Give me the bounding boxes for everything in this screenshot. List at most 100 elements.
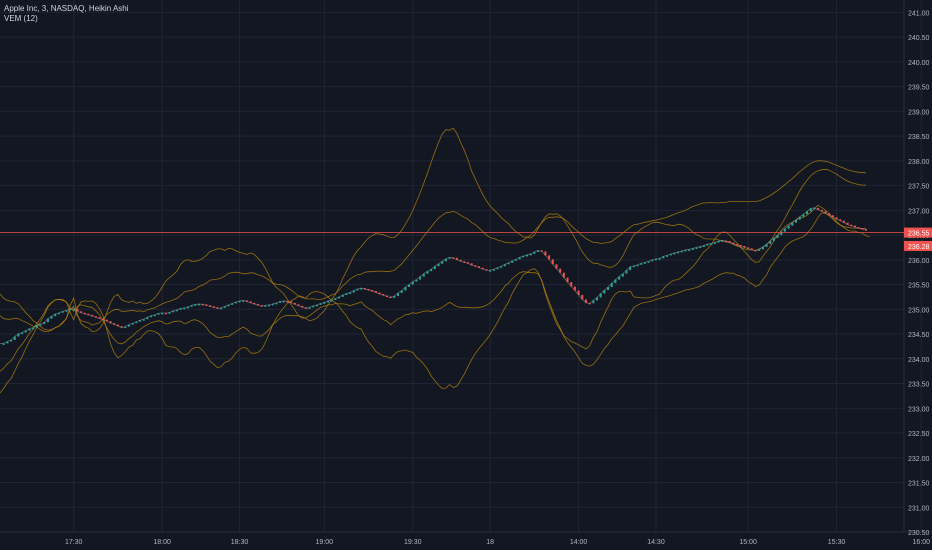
ha-bar: [105, 319, 108, 322]
ha-bar: [172, 310, 175, 313]
x-tick-label: 15:30: [828, 539, 846, 546]
ha-bar: [297, 304, 300, 306]
ha-bar: [264, 305, 267, 307]
ha-bar: [754, 249, 757, 252]
ha-bar: [179, 308, 182, 310]
ha-bar: [470, 263, 473, 266]
ha-bar: [588, 302, 591, 305]
ha-bar: [603, 290, 606, 294]
ha-bar: [713, 242, 716, 244]
ha-bar: [249, 301, 252, 303]
ha-bar: [304, 307, 307, 309]
ha-bar: [308, 307, 311, 309]
ha-bar: [360, 288, 363, 290]
ha-bar: [669, 253, 672, 256]
ha-bar: [817, 207, 820, 210]
y-tick-label: 234.50: [908, 332, 930, 339]
ha-bar: [374, 290, 377, 293]
ha-bar: [699, 246, 702, 248]
ha-bar: [190, 305, 193, 307]
ha-bar: [54, 313, 57, 317]
ha-bar: [268, 304, 271, 307]
ha-bar: [824, 211, 827, 214]
x-tick-label: 17:30: [65, 539, 83, 546]
ha-bar: [533, 251, 536, 254]
ha-bar: [194, 304, 197, 306]
ha-bar: [835, 217, 838, 220]
y-tick-label: 237.50: [908, 184, 930, 191]
ha-bar: [791, 222, 794, 226]
x-tick-label: 16:00: [913, 539, 931, 546]
ha-bar: [680, 250, 683, 253]
ha-bar: [441, 261, 444, 264]
ha-bar: [157, 313, 160, 315]
ha-bar: [35, 325, 38, 328]
ha-bar: [50, 316, 53, 319]
ha-bar: [492, 269, 495, 271]
ha-bar: [710, 243, 713, 245]
ha-bar: [846, 222, 849, 225]
ha-bar: [769, 241, 772, 244]
ha-bar: [227, 304, 230, 307]
ha-bar: [371, 290, 374, 292]
ha-bar: [10, 339, 13, 342]
ha-bar: [198, 303, 201, 306]
x-tick-label: 14:30: [647, 539, 665, 546]
ha-bar: [131, 323, 134, 325]
ha-bar: [750, 248, 753, 250]
ha-bar: [253, 302, 256, 305]
y-tick-label: 235.50: [908, 283, 930, 290]
last-price-tag: [904, 240, 932, 251]
ha-bar: [24, 330, 27, 333]
ha-bar: [326, 300, 329, 303]
ha-bar: [124, 326, 127, 329]
ha-bar: [168, 312, 171, 314]
ha-bar: [717, 241, 720, 243]
ha-bar: [444, 258, 447, 262]
ha-bar: [467, 262, 470, 264]
ha-bar: [393, 295, 396, 298]
ha-bar: [618, 276, 621, 280]
ha-bar: [290, 301, 293, 303]
ha-bar: [566, 277, 569, 283]
ha-bar: [592, 300, 595, 304]
ha-bar: [220, 307, 223, 310]
y-tick-label: 241.00: [908, 10, 930, 17]
ha-bar: [463, 261, 466, 263]
ha-bar: [783, 228, 786, 232]
upper-band-line: [0, 160, 866, 332]
y-tick-label: 237.00: [908, 208, 930, 215]
ha-bar: [651, 259, 654, 262]
ha-bar: [113, 323, 116, 325]
ha-bar: [282, 300, 285, 303]
y-tick-label: 240.50: [908, 35, 930, 42]
ha-bar: [632, 265, 635, 268]
ha-bar: [765, 243, 768, 247]
ha-bar: [736, 243, 739, 246]
ha-bar: [341, 294, 344, 297]
ha-bar: [691, 248, 694, 250]
ha-bar: [312, 305, 315, 308]
ha-bar: [813, 207, 816, 210]
ha-bar: [385, 295, 388, 297]
last-price-label: 236.55: [908, 231, 930, 238]
ha-bar: [728, 241, 731, 243]
ha-bar: [400, 290, 403, 293]
ha-bar: [411, 281, 414, 285]
ha-bar: [529, 253, 532, 256]
y-tick-label: 234.00: [908, 357, 930, 364]
ha-bar: [599, 293, 602, 298]
ha-bar: [525, 254, 528, 257]
ha-bar: [301, 305, 304, 308]
ha-bar: [422, 273, 425, 277]
ha-bar: [673, 252, 676, 255]
ha-bar: [234, 301, 237, 304]
y-tick-label: 231.50: [908, 481, 930, 488]
ha-bar: [102, 318, 105, 321]
ha-bar: [120, 326, 123, 328]
ha-bar: [758, 249, 761, 251]
ha-bar: [857, 227, 860, 229]
indicator-title: VEM (12): [4, 14, 38, 23]
ha-bar: [345, 293, 348, 295]
